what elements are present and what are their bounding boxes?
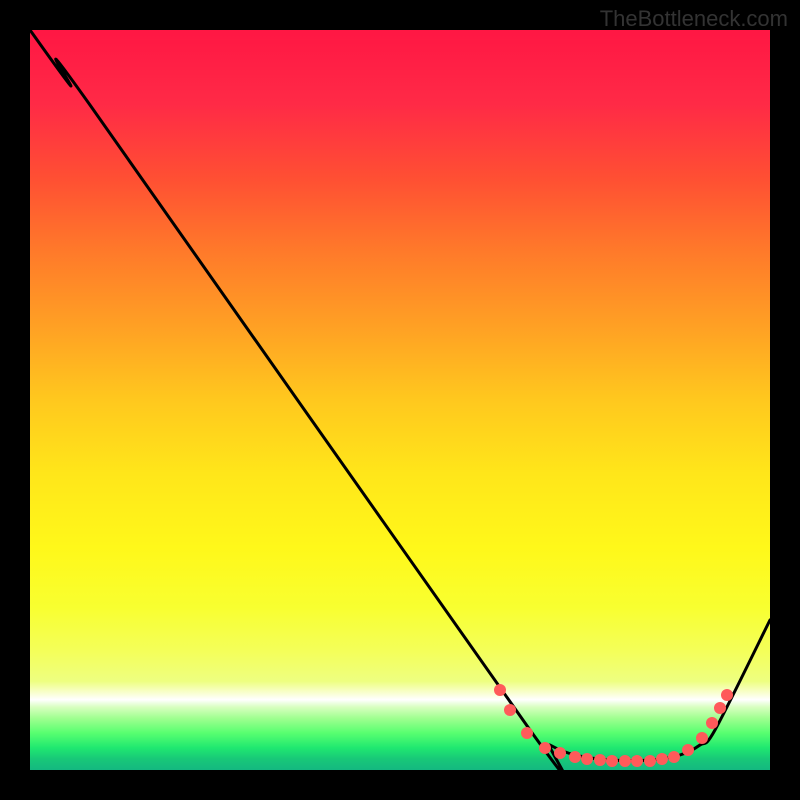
data-point — [721, 689, 733, 701]
watermark-text: TheBottleneck.com — [600, 6, 788, 32]
data-point — [644, 755, 656, 767]
data-point — [504, 704, 516, 716]
data-point — [631, 755, 643, 767]
data-point — [539, 742, 551, 754]
data-point — [656, 753, 668, 765]
data-point — [619, 755, 631, 767]
data-point — [606, 755, 618, 767]
data-point — [581, 753, 593, 765]
data-point — [569, 751, 581, 763]
data-point — [696, 732, 708, 744]
data-point — [682, 744, 694, 756]
data-point — [706, 717, 718, 729]
gradient-line-chart — [30, 30, 770, 770]
data-point — [494, 684, 506, 696]
data-point — [714, 702, 726, 714]
chart-plot-area — [30, 30, 770, 770]
data-point — [554, 747, 566, 759]
data-point — [594, 754, 606, 766]
heatmap-background — [30, 30, 770, 770]
data-point — [668, 751, 680, 763]
data-point — [521, 727, 533, 739]
